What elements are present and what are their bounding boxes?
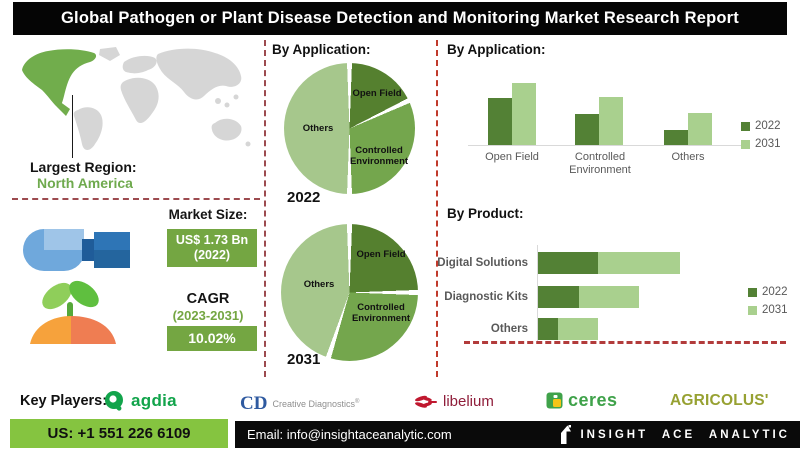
bar-2022-controlled-environment	[575, 114, 599, 145]
column-divider-2	[436, 40, 438, 377]
agdia-icon	[105, 391, 123, 411]
pie-slice-label-others: Others	[303, 279, 335, 290]
stacked-bar-others	[538, 318, 598, 340]
market-size-year: (2022)	[193, 248, 231, 262]
stacked-bar-digital-solutions	[538, 252, 680, 274]
segment-2031-diagnostic-kits	[579, 286, 639, 308]
product-legend-item-2022: 2022	[748, 286, 788, 298]
bar-group-controlled-environment	[575, 97, 623, 145]
cd-abbr: CD	[240, 393, 268, 414]
segment-2022-diagnostic-kits	[538, 286, 579, 308]
ceres-wordmark: ceres	[568, 390, 618, 410]
bar-2022-others	[664, 130, 688, 145]
north-america-region	[22, 49, 97, 116]
legend-label-2022: 2022	[755, 120, 781, 132]
legend-swatch-2022	[741, 121, 750, 131]
cagr-period: (2023-2031)	[172, 308, 244, 323]
bar-group-others	[664, 113, 712, 145]
logo-agricolus: AGRICOLUS'	[670, 392, 769, 410]
bar-2031-open-field	[512, 83, 536, 145]
market-size-label: Market Size:	[168, 207, 248, 222]
phone-number: US: +1 551 226 6109	[47, 425, 191, 442]
product-legend-swatch-2022	[748, 287, 757, 297]
product-legend-swatch-2031	[748, 305, 757, 315]
product-legend-label-2031: 2031	[762, 304, 788, 316]
pie-year-label-2031: 2031	[287, 351, 321, 368]
dragonfly-icon	[415, 395, 437, 408]
logo-agdia: agdia	[104, 390, 177, 412]
market-size-badge: US$ 1.73 Bn (2022)	[167, 229, 257, 267]
cd-wordmark: Creative Diagnostics®	[272, 399, 360, 409]
libelium-wordmark: libelium	[443, 393, 494, 410]
insight-ace-logo-icon	[561, 425, 572, 444]
continents-gray	[73, 47, 251, 151]
logo-libelium: libelium	[414, 393, 494, 410]
report-title: Global Pathogen or Plant Disease Detecti…	[61, 9, 739, 27]
sprout-icon	[30, 280, 116, 344]
logo-creative-diagnostics: CD Creative Diagnostics®	[240, 393, 359, 415]
pie-slice-label-others: Others	[302, 123, 334, 134]
product-legend-label-2022: 2022	[762, 286, 788, 298]
pie-slice-label-open-field: Open Field	[356, 249, 406, 260]
agricolus-wordmark: AGRICOLUS'	[670, 392, 769, 409]
key-players-label: Key Players:	[20, 393, 108, 409]
bar-2022-open-field	[488, 98, 512, 145]
product-label-digital-solutions: Digital Solutions	[437, 257, 528, 269]
product-section-divider	[464, 341, 786, 344]
category-label-others: Others	[671, 151, 705, 163]
segment-2031-digital-solutions	[598, 252, 680, 274]
footer-email: Email: info@insightaceanalytic.com	[247, 427, 452, 442]
pie-chart-2031	[281, 224, 418, 361]
footer-phone: US: +1 551 226 6109	[10, 419, 228, 448]
pie-slice-label-controlled-environment: Controlled Environment	[351, 302, 411, 324]
legend-swatch-2031	[741, 139, 750, 149]
brand-name: INSIGHT ACE ANALYTIC	[580, 428, 790, 441]
column-divider-1	[264, 40, 266, 377]
legend-item-2022: 2022	[741, 120, 781, 132]
application-bar-chart	[470, 83, 746, 145]
product-legend-item-2031: 2031	[748, 304, 788, 316]
largest-region-value: North America	[37, 175, 133, 191]
footer-bar: Email: info@insightaceanalytic.com INSIG…	[235, 421, 800, 448]
segment-2022-digital-solutions	[538, 252, 598, 274]
category-label-controlled-environment: Controlled Environment	[569, 151, 631, 176]
product-label-diagnostic-kits: Diagnostic Kits	[444, 291, 528, 303]
world-map	[22, 47, 251, 151]
segment-2022-others	[538, 318, 558, 340]
logo-ceres: ceres	[546, 390, 618, 411]
crop-monitoring-illustration	[23, 229, 130, 344]
sensor-device-icon	[23, 229, 130, 271]
bar-section-title: By Application:	[447, 42, 546, 57]
largest-region-label: Largest Region:	[30, 159, 137, 175]
pie-section-title: By Application:	[272, 42, 371, 57]
bar-2031-controlled-environment	[599, 97, 623, 145]
agdia-wordmark: agdia	[131, 391, 177, 410]
brand-block: INSIGHT ACE ANALYTIC	[558, 425, 800, 444]
market-size-value: US$ 1.73 Bn	[175, 233, 249, 247]
stacked-bar-diagnostic-kits	[538, 286, 639, 308]
bar-2031-others	[688, 113, 712, 145]
cagr-badge: 10.02%	[167, 326, 257, 351]
ceres-icon	[546, 392, 563, 409]
left-section-divider	[12, 198, 260, 200]
title-banner: Global Pathogen or Plant Disease Detecti…	[13, 2, 787, 35]
region-pointer-line	[72, 95, 73, 158]
category-label-open-field: Open Field	[485, 151, 539, 163]
legend-label-2031: 2031	[755, 138, 781, 150]
pie-slice-label-controlled-environment: Controlled Environment	[349, 145, 409, 167]
pie-year-label-2022: 2022	[287, 189, 321, 206]
pie-chart-2022	[284, 63, 415, 194]
bar-group-open-field	[488, 83, 536, 145]
pie-slice-label-open-field: Open Field	[352, 88, 402, 99]
product-section-title: By Product:	[447, 206, 524, 221]
product-chart-axis	[537, 245, 538, 341]
product-label-others: Others	[490, 323, 528, 335]
bar-chart-baseline	[468, 145, 746, 146]
legend-item-2031: 2031	[741, 138, 781, 150]
segment-2031-others	[558, 318, 598, 340]
cagr-label: CAGR	[186, 291, 230, 307]
